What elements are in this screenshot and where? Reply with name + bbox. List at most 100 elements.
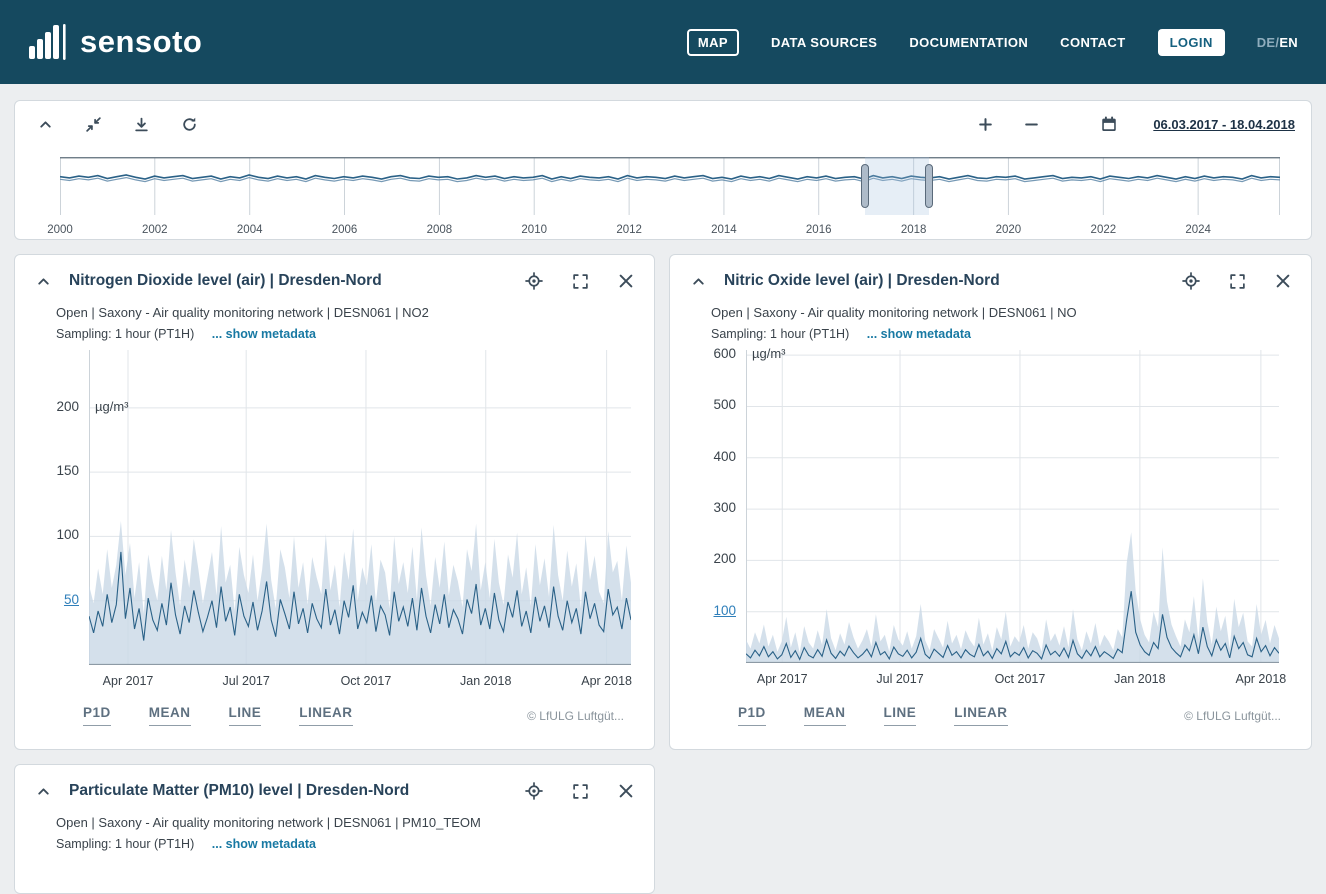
locate-on-map-icon[interactable]: [1177, 267, 1205, 295]
close-panel-icon[interactable]: [612, 777, 640, 805]
y-axis-label[interactable]: 50: [25, 592, 79, 607]
panel-header: Nitrogen Dioxide level (air) | Dresden-N…: [15, 255, 654, 295]
brush-handle-left[interactable]: [861, 164, 869, 208]
refresh-button[interactable]: [175, 110, 203, 138]
lang-en[interactable]: EN: [1279, 35, 1298, 50]
sampling-label: Sampling: 1 hour (PT1H): [56, 327, 194, 341]
copyright-text: © LfULG Luftgüt...: [527, 709, 624, 723]
y-axis-label[interactable]: 100: [682, 603, 736, 618]
panel-title: Nitrogen Dioxide level (air) | Dresden-N…: [69, 272, 382, 290]
top-navbar: sensoto MAP DATA SOURCES DOCUMENTATION C…: [0, 0, 1326, 84]
compress-view-button[interactable]: [79, 110, 107, 138]
show-metadata-link[interactable]: ... show metadata: [212, 327, 316, 341]
time-range-overview-svg: [60, 157, 1280, 215]
nav-data-sources[interactable]: DATA SOURCES: [771, 35, 877, 50]
panel-header: Nitric Oxide level (air) | Dresden-Nord: [670, 255, 1311, 295]
close-panel-icon[interactable]: [612, 267, 640, 295]
time-brush[interactable]: [865, 157, 929, 215]
calendar-icon[interactable]: [1095, 110, 1123, 138]
panel-header: Particulate Matter (PM10) level | Dresde…: [15, 765, 654, 805]
scale-button[interactable]: LINEAR: [954, 705, 1007, 726]
collapse-panel-button[interactable]: [31, 110, 59, 138]
y-axis-label: 300: [682, 500, 736, 515]
expand-panel-icon[interactable]: [566, 267, 594, 295]
no-chart-panel: Nitric Oxide level (air) | Dresden-Nord …: [669, 254, 1312, 750]
show-metadata-link[interactable]: ... show metadata: [867, 327, 971, 341]
x-axis-label: Apr 2017: [757, 672, 808, 686]
timeline-year-label: 2010: [521, 224, 547, 236]
chart-type-button[interactable]: LINE: [884, 705, 917, 726]
zoom-in-button[interactable]: [971, 110, 999, 138]
nav-map[interactable]: MAP: [687, 29, 739, 56]
copyright-text: © LfULG Luftgüt...: [1184, 709, 1281, 723]
period-button[interactable]: P1D: [738, 705, 766, 726]
language-switch: DE/EN: [1257, 35, 1298, 50]
brand-logo[interactable]: sensoto: [28, 20, 202, 64]
chart-controls: P1D MEAN LINE LINEAR © LfULG Luftgüt...: [670, 705, 1311, 726]
collapse-panel-button[interactable]: [29, 267, 57, 295]
y-axis-unit: µg/m³: [81, 399, 129, 414]
login-button[interactable]: LOGIN: [1158, 29, 1225, 56]
pm10-chart-panel: Particulate Matter (PM10) level | Dresde…: [14, 764, 655, 894]
panel-title: Particulate Matter (PM10) level | Dresde…: [69, 782, 409, 800]
timeline-year-label: 2022: [1091, 224, 1117, 236]
no-plot[interactable]: 100200300400500600µg/m³Apr 2017Jul 2017O…: [746, 350, 1279, 663]
panel-meta: Open | Saxony - Air quality monitoring n…: [670, 295, 1311, 341]
collapse-panel-button[interactable]: [684, 267, 712, 295]
aggregation-button[interactable]: MEAN: [149, 705, 191, 726]
y-axis-label: 400: [682, 449, 736, 464]
locate-on-map-icon[interactable]: [520, 267, 548, 295]
chart-type-button[interactable]: LINE: [229, 705, 262, 726]
no2-plot[interactable]: 50100150200µg/m³Apr 2017Jul 2017Oct 2017…: [89, 350, 631, 665]
nav-contact[interactable]: CONTACT: [1060, 35, 1125, 50]
zoom-out-button[interactable]: [1017, 110, 1045, 138]
timeline-year-label: 2002: [142, 224, 168, 236]
period-button[interactable]: P1D: [83, 705, 111, 726]
y-axis-label: 150: [25, 463, 79, 478]
sampling-label: Sampling: 1 hour (PT1H): [56, 837, 194, 851]
timeline-panel: 06.03.2017 - 18.04.2018 2000200220042006…: [14, 100, 1312, 240]
no2-dresden-nord-svg: [89, 350, 631, 665]
scale-button[interactable]: LINEAR: [299, 705, 352, 726]
expand-panel-icon[interactable]: [566, 777, 594, 805]
timeline-year-label: 2018: [901, 224, 927, 236]
x-axis-label: Apr 2018: [581, 674, 632, 688]
collapse-panel-button[interactable]: [29, 777, 57, 805]
panel-meta: Open | Saxony - Air quality monitoring n…: [15, 295, 654, 341]
show-metadata-link[interactable]: ... show metadata: [212, 837, 316, 851]
no-dresden-nord-svg: [746, 350, 1279, 663]
timeline-year-label: 2016: [806, 224, 832, 236]
sampling-label: Sampling: 1 hour (PT1H): [711, 327, 849, 341]
panel-meta: Open | Saxony - Air quality monitoring n…: [15, 805, 654, 851]
source-line: Open | Saxony - Air quality monitoring n…: [56, 305, 634, 320]
y-axis-label: 600: [682, 346, 736, 361]
lang-de[interactable]: DE: [1257, 35, 1276, 50]
y-axis-unit: µg/m³: [738, 346, 786, 361]
date-range-link[interactable]: 06.03.2017 - 18.04.2018: [1153, 117, 1295, 132]
timeline-year-label: 2000: [47, 224, 73, 236]
source-line: Open | Saxony - Air quality monitoring n…: [711, 305, 1291, 320]
x-axis-label: Apr 2017: [103, 674, 154, 688]
nav-documentation[interactable]: DOCUMENTATION: [909, 35, 1028, 50]
locate-on-map-icon[interactable]: [520, 777, 548, 805]
x-axis-label: Apr 2018: [1236, 672, 1287, 686]
timeline-year-label: 2014: [711, 224, 737, 236]
x-axis-label: Jul 2017: [223, 674, 270, 688]
download-button[interactable]: [127, 110, 155, 138]
chart-controls: P1D MEAN LINE LINEAR © LfULG Luftgüt...: [15, 705, 654, 726]
aggregation-button[interactable]: MEAN: [804, 705, 846, 726]
y-axis-label: 200: [682, 551, 736, 566]
timeline-toolbar: 06.03.2017 - 18.04.2018: [15, 101, 1311, 147]
brush-handle-right[interactable]: [925, 164, 933, 208]
expand-panel-icon[interactable]: [1223, 267, 1251, 295]
y-axis-label: 500: [682, 397, 736, 412]
y-axis-label: 200: [25, 399, 79, 414]
main-nav: MAP DATA SOURCES DOCUMENTATION CONTACT L…: [687, 29, 1298, 56]
x-axis-label: Jan 2018: [1114, 672, 1165, 686]
panel-title: Nitric Oxide level (air) | Dresden-Nord: [724, 272, 1000, 290]
timeline-chart[interactable]: 2000200220042006200820102012201420162018…: [60, 157, 1280, 215]
timeline-year-label: 2008: [427, 224, 453, 236]
x-axis-label: Oct 2017: [995, 672, 1046, 686]
x-axis-label: Jan 2018: [460, 674, 511, 688]
close-panel-icon[interactable]: [1269, 267, 1297, 295]
